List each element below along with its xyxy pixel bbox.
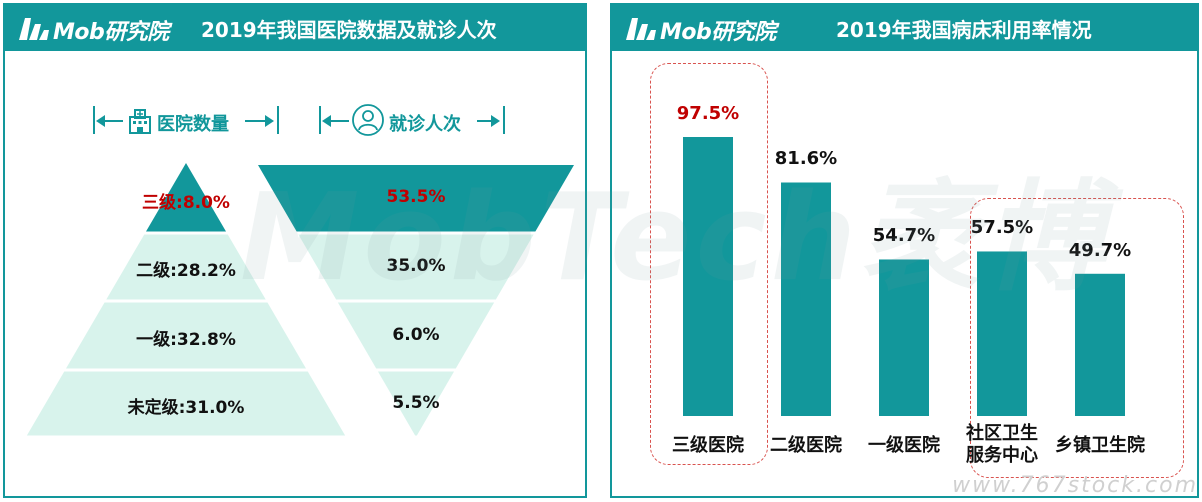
funnel-tier-label: 35.0% bbox=[386, 256, 446, 276]
pyramid-tier-label: 未定级:31.0% bbox=[127, 397, 245, 418]
panel-title: 2019年我国病床利用率情况 bbox=[836, 18, 1092, 42]
funnel-tier bbox=[258, 165, 574, 232]
bar-category-label: 乡镇卫生院 bbox=[1055, 435, 1145, 456]
funnel-tier-label: 53.5% bbox=[386, 187, 446, 208]
bar-value-label: 49.7% bbox=[1068, 239, 1132, 261]
funnel-tier-label: 5.5% bbox=[392, 392, 440, 413]
legend-hospitals: 医院数量 bbox=[93, 106, 279, 136]
bar-value-label: 54.7% bbox=[872, 225, 936, 247]
pyramid-tier-label: 三级:8.0% bbox=[142, 193, 230, 213]
bar-category-label: 二级医院 bbox=[770, 435, 842, 456]
panel-header: Mob研究院 2019年我国医院数据及就诊人次 bbox=[5, 5, 585, 51]
pyramid-tier bbox=[146, 163, 226, 232]
hospital-building-icon bbox=[129, 109, 151, 134]
mob-logo-icon bbox=[626, 18, 656, 40]
bar-value-label: 81.6% bbox=[774, 148, 838, 170]
pyramid-tier bbox=[66, 302, 306, 369]
panel-header: Mob研究院 2019年我国病床利用率情况 bbox=[612, 5, 1197, 51]
funnel-tier bbox=[298, 234, 534, 300]
hospital-data-panel: Mob研究院 2019年我国医院数据及就诊人次 医院数量 bbox=[3, 3, 587, 498]
pyramid-tier bbox=[26, 371, 346, 436]
funnel-tier bbox=[337, 302, 495, 369]
bar-category-label: 三级医院 bbox=[672, 435, 744, 456]
legend-hospitals-label: 医院数量 bbox=[157, 114, 229, 135]
funnel-tier bbox=[377, 371, 455, 436]
person-icon bbox=[352, 104, 384, 136]
logo-text: Mob研究院 bbox=[660, 20, 776, 45]
bar-category-label: 社区卫生 服务中心 bbox=[966, 423, 1038, 466]
panel-title: 2019年我国医院数据及就诊人次 bbox=[201, 18, 497, 42]
pyramid-funnel-chart bbox=[26, 163, 574, 436]
url-watermark: www.767stock.com bbox=[952, 473, 1198, 498]
bar bbox=[781, 182, 831, 416]
bar bbox=[977, 251, 1027, 416]
legend-visits: 就诊人次 bbox=[319, 104, 505, 136]
pyramid-tier-label: 二级:28.2% bbox=[136, 261, 236, 281]
mob-logo: Mob研究院 bbox=[624, 12, 794, 45]
pyramid-tier bbox=[106, 234, 266, 300]
funnel-tier-label: 6.0% bbox=[392, 324, 440, 345]
mob-logo-icon bbox=[19, 18, 49, 40]
highlight-box-tier3 bbox=[650, 63, 768, 465]
bar bbox=[879, 259, 929, 416]
bed-utilization-panel: Mob研究院 2019年我国病床利用率情况 97.5% 三级医院 81.6% 二级医院… bbox=[610, 3, 1199, 498]
mob-logo: Mob研究院 bbox=[17, 12, 187, 45]
bar-category-label: 一级医院 bbox=[868, 435, 940, 456]
highlight-box-grassroots bbox=[970, 198, 1184, 478]
logo-text: Mob研究院 bbox=[53, 20, 169, 45]
bar-value-label: 57.5% bbox=[970, 217, 1034, 239]
legend-visits-label: 就诊人次 bbox=[389, 114, 461, 135]
bar-value-label: 97.5% bbox=[676, 103, 740, 124]
bar bbox=[1075, 273, 1125, 416]
bar bbox=[683, 137, 733, 416]
bar-chart bbox=[683, 137, 1125, 416]
pyramid-tier-label: 一级:32.8% bbox=[136, 329, 236, 350]
